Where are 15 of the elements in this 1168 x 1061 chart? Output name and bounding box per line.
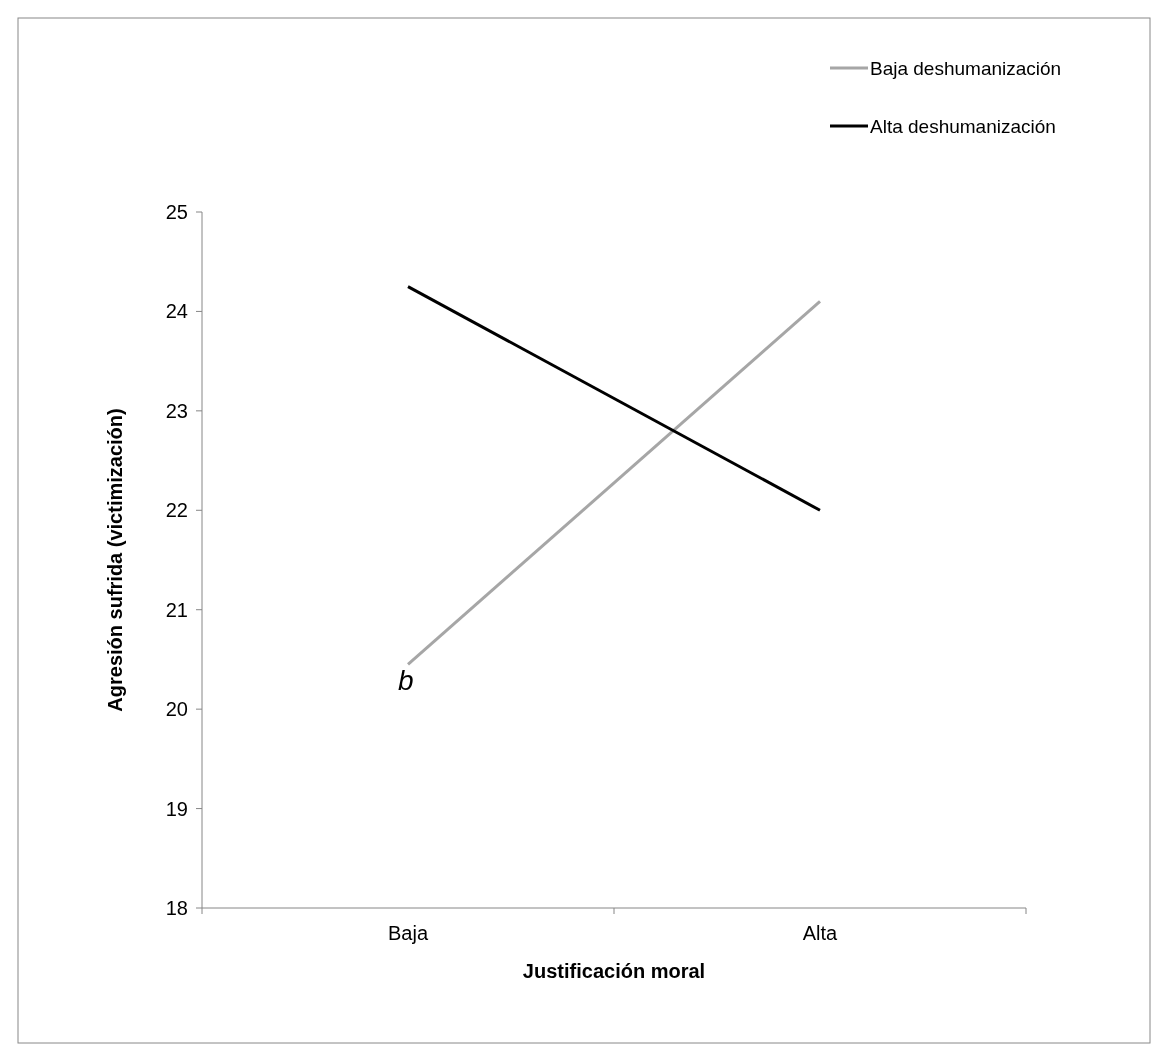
x-tick-label: Baja (387, 922, 429, 944)
legend-label: Alta deshumanización (870, 116, 1056, 137)
y-tick-label: 21 (165, 598, 188, 621)
annotation: b (398, 665, 414, 697)
y-tick-label: 22 (165, 499, 188, 522)
x-axis-title: Justificación moral (522, 960, 706, 982)
y-tick-label: 24 (165, 300, 188, 323)
y-tick-label: 19 (165, 797, 188, 820)
y-tick-label: 18 (165, 897, 188, 919)
y-tick-label: 23 (165, 399, 188, 422)
legend-label: Baja deshumanización (870, 58, 1062, 79)
y-tick-label: 25 (165, 201, 188, 223)
y-axis-title: Agresión sufrida (victimización) (104, 408, 126, 712)
y-tick-label: 20 (165, 698, 188, 721)
x-tick-label: Alta (802, 922, 839, 944)
